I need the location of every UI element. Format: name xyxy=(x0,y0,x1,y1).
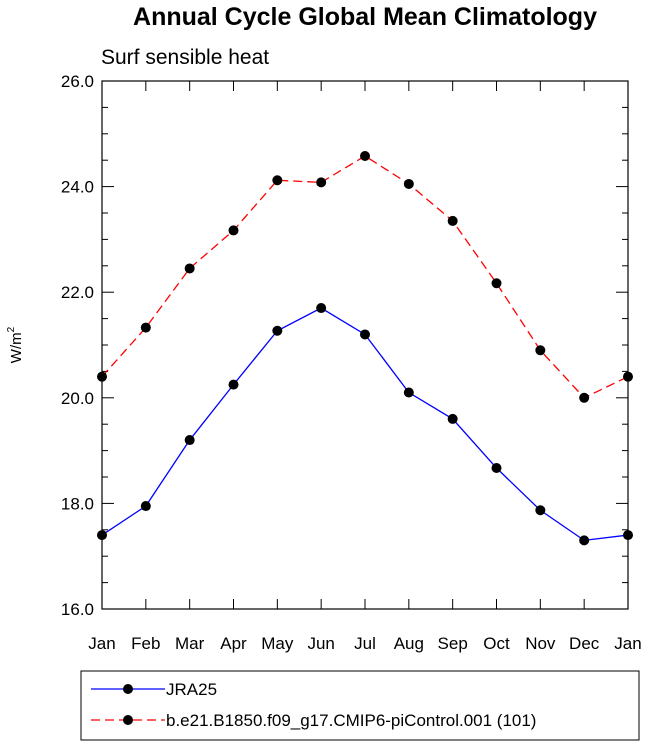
legend-item: JRA25 xyxy=(91,680,217,699)
x-tick-label: Oct xyxy=(483,634,510,653)
y-tick-label: 18.0 xyxy=(61,494,94,513)
x-tick-label: Dec xyxy=(569,634,600,653)
data-point xyxy=(316,303,327,314)
y-axis-label-text: W/m xyxy=(8,332,25,363)
y-tick-label: 22.0 xyxy=(61,283,94,302)
data-point xyxy=(360,329,370,340)
data-point xyxy=(228,225,239,236)
y-tick-label: 16.0 xyxy=(61,600,94,619)
legend: JRA25 b.e21.B1850.f09_g17.CMIP6-piControl… xyxy=(91,680,536,730)
data-point xyxy=(491,278,502,289)
legend-box xyxy=(80,670,640,741)
data-point xyxy=(360,150,370,161)
legend-label: b.e21.B1850.f09_g17.CMIP6-piControl.001 … xyxy=(166,711,536,730)
legend-marker xyxy=(123,715,133,725)
series-2 xyxy=(97,150,633,403)
series-group xyxy=(97,150,633,546)
x-tick-label: Jan xyxy=(88,634,115,653)
x-axis-tick-labels: Jan Feb Mar Apr May Jun Jul Aug Sep Oct Nov Dec Jan xyxy=(88,634,641,653)
x-tick-label: Jun xyxy=(307,634,334,653)
data-point xyxy=(140,501,151,512)
data-point xyxy=(97,530,107,541)
x-tick-label: Mar xyxy=(175,634,205,653)
legend-marker xyxy=(123,684,133,694)
data-point xyxy=(579,392,590,403)
y-tick-label: 20.0 xyxy=(61,389,94,408)
y-axis-tick-labels: 16.0 18.0 20.0 22.0 24.0 26.0 xyxy=(61,72,94,619)
data-point xyxy=(535,505,546,516)
data-point xyxy=(403,178,414,189)
x-tick-label: Aug xyxy=(394,634,424,653)
legend-label: JRA25 xyxy=(166,680,217,699)
data-point xyxy=(228,379,239,390)
data-point xyxy=(184,263,195,274)
data-point xyxy=(579,535,590,546)
data-point xyxy=(491,463,502,474)
data-point xyxy=(184,435,195,446)
x-tick-label: Jul xyxy=(354,634,376,653)
y-axis-label: W/m2 xyxy=(6,326,25,363)
x-tick-label: Apr xyxy=(220,634,247,653)
chart-title: Annual Cycle Global Mean Climatology xyxy=(133,3,597,31)
series-1 xyxy=(97,303,633,546)
data-point xyxy=(316,177,327,188)
data-point xyxy=(272,325,283,336)
x-tick-label: Nov xyxy=(525,634,556,653)
data-point xyxy=(447,215,458,226)
data-point xyxy=(140,322,151,333)
data-point xyxy=(403,387,414,398)
data-point xyxy=(623,530,633,541)
legend-item: b.e21.B1850.f09_g17.CMIP6-piControl.001 … xyxy=(91,711,536,730)
data-point xyxy=(535,345,546,356)
data-point xyxy=(623,371,633,382)
series-line xyxy=(101,307,629,542)
axis-ticks xyxy=(101,80,629,610)
data-point xyxy=(272,175,283,186)
y-tick-label: 26.0 xyxy=(61,72,94,91)
x-tick-label: May xyxy=(261,634,294,653)
y-axis-label-superscript: 2 xyxy=(6,326,17,332)
data-point xyxy=(97,371,107,382)
y-tick-label: 24.0 xyxy=(61,178,94,197)
series-line xyxy=(101,155,629,399)
chart-subtitle: Surf sensible heat xyxy=(101,46,269,69)
x-tick-label: Jan xyxy=(614,634,641,653)
svg-text:W/m2: W/m2 xyxy=(6,326,25,363)
data-point xyxy=(447,413,458,424)
x-tick-label: Feb xyxy=(131,634,160,653)
x-tick-label: Sep xyxy=(438,634,468,653)
